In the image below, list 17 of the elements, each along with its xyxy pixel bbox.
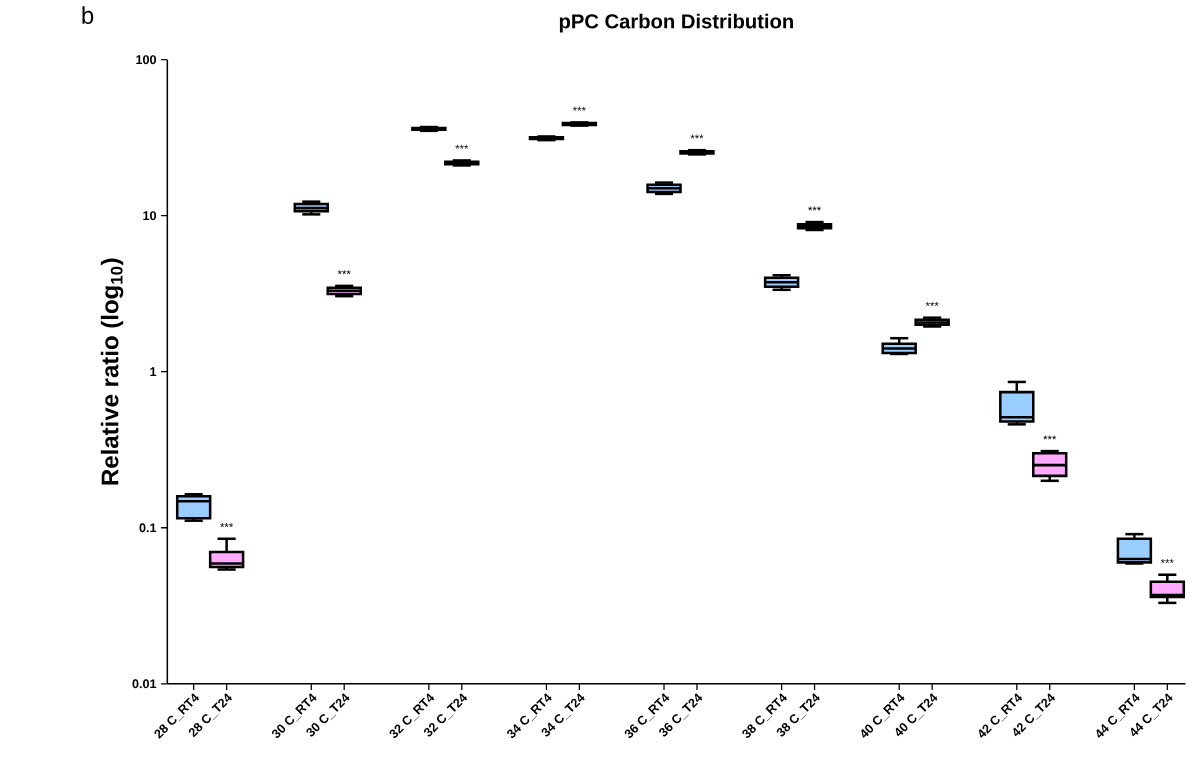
y-tick-label: 0.01	[132, 679, 157, 689]
annotation: ***	[455, 144, 469, 149]
y-axis-title: Relative ratio (log$_{10}$)	[100, 258, 124, 485]
annotation: ***	[1043, 435, 1057, 440]
annotation: ***	[337, 269, 351, 274]
annotation: ***	[220, 522, 234, 527]
annotation: ***	[1160, 558, 1174, 563]
text: b	[82, 6, 94, 24]
y-tick-label: 1	[150, 367, 157, 376]
chart-title: pPC Carbon Distribution	[559, 13, 793, 33]
annotation: ***	[690, 134, 704, 139]
annotation: ***	[808, 206, 821, 211]
y-tick-label: 10	[143, 210, 157, 220]
annotation: ***	[925, 301, 939, 306]
y-tick-label: 0.1	[139, 523, 157, 532]
y-tick-label: 100	[136, 54, 157, 64]
annotation: ***	[572, 106, 586, 111]
